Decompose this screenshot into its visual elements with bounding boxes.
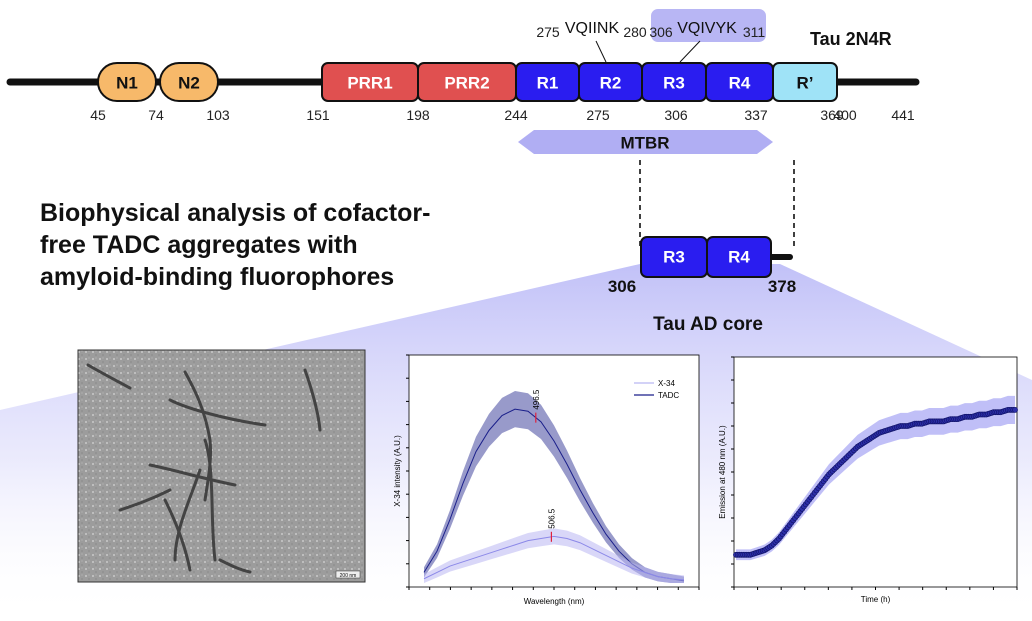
- motif-vqivyk: 306 VQIVYK 311: [649, 20, 765, 40]
- core-start: 306: [608, 277, 636, 296]
- residue-position: 441: [891, 107, 915, 123]
- residue-position: 74: [148, 107, 164, 123]
- domain-r3-label: R3: [663, 74, 685, 93]
- y-axis-label: Emission at 480 nm (A.U.): [718, 425, 727, 519]
- core-r3-label: R3: [663, 248, 685, 267]
- y-axis-label: X-34 intensity (A.U.): [393, 435, 402, 507]
- domain-r4-label: R4: [729, 74, 751, 93]
- domain-n2-box: [159, 62, 219, 102]
- band-tadc: [424, 391, 684, 583]
- em-scale-label: 200 nm: [340, 573, 357, 579]
- residue-position: 306: [664, 107, 688, 123]
- core-end: 378: [768, 277, 796, 296]
- domain-n2-label: N2: [178, 74, 200, 93]
- domain-rprime-label: R’: [797, 74, 814, 93]
- x-axis-label: Time (h): [861, 595, 891, 604]
- core-r4-label: R4: [728, 248, 750, 267]
- x34-spectrum-chart: 496.5 506.5 X-34 TADC Wavelength (nm) X-34 in…: [393, 354, 700, 606]
- svg-text:306: 306: [649, 24, 673, 40]
- residue-position: 400: [833, 107, 857, 123]
- core-title: Tau AD core: [653, 314, 763, 335]
- motif-vqiink: 275 VQIINK 280: [536, 20, 647, 40]
- legend-label: X-34: [658, 379, 675, 388]
- mtbr-arrow: [518, 130, 773, 154]
- heading-line-1: Biophysical analysis of cofactor-: [40, 199, 430, 227]
- domain-rprime-box: [772, 62, 838, 102]
- x-axis-label: Wavelength (nm): [524, 597, 585, 606]
- motif2-highlight: [651, 9, 766, 42]
- svg-text:275: 275: [536, 24, 560, 40]
- em-fibrils: [86, 363, 322, 574]
- residue-position: 369: [820, 107, 844, 123]
- residue-position: 103: [206, 107, 230, 123]
- heading-line-3: amyloid-binding fluorophores: [40, 263, 394, 291]
- peak-label: 506.5: [547, 508, 556, 529]
- legend-label: TADC: [658, 391, 679, 400]
- domain-n1-box: [97, 62, 157, 102]
- series-line-x34: [423, 535, 685, 581]
- residue-position: 275: [586, 107, 610, 123]
- domain-r2-label: R2: [600, 74, 622, 93]
- residue-position: 337: [744, 107, 768, 123]
- protein-name: Tau 2N4R: [810, 29, 892, 49]
- heading-line-2: free TADC aggregates with: [40, 231, 358, 259]
- motif2-connector: [679, 40, 701, 63]
- data-point: [1012, 406, 1018, 413]
- motif1-connector: [595, 40, 607, 63]
- residue-position: 151: [306, 107, 330, 123]
- residue-position: 45: [90, 107, 106, 123]
- domain-n1-label: N1: [116, 74, 138, 93]
- domain-r1-label: R1: [537, 74, 559, 93]
- svg-text:VQIVYK: VQIVYK: [677, 20, 737, 37]
- band-x34: [424, 528, 684, 583]
- em-micrograph: 200 nm: [77, 349, 366, 583]
- domain-track: N1 N2 PRR1 PRR2 R1 R2 R3 R4 R’: [97, 62, 838, 102]
- domain-prr1-label: PRR1: [347, 74, 392, 93]
- svg-text:280: 280: [623, 24, 647, 40]
- svg-text:311: 311: [743, 24, 766, 40]
- kinetics-chart: Time (h) Emission at 480 nm (A.U.): [718, 356, 1018, 604]
- peak-label: 496.5: [532, 389, 541, 410]
- domain-prr2-label: PRR2: [444, 74, 489, 93]
- svg-text:VQIINK: VQIINK: [565, 20, 620, 37]
- mtbr-label: MTBR: [620, 134, 669, 153]
- residue-position: 198: [406, 107, 430, 123]
- core-r4-box: [706, 236, 772, 278]
- residue-position: 244: [504, 107, 528, 123]
